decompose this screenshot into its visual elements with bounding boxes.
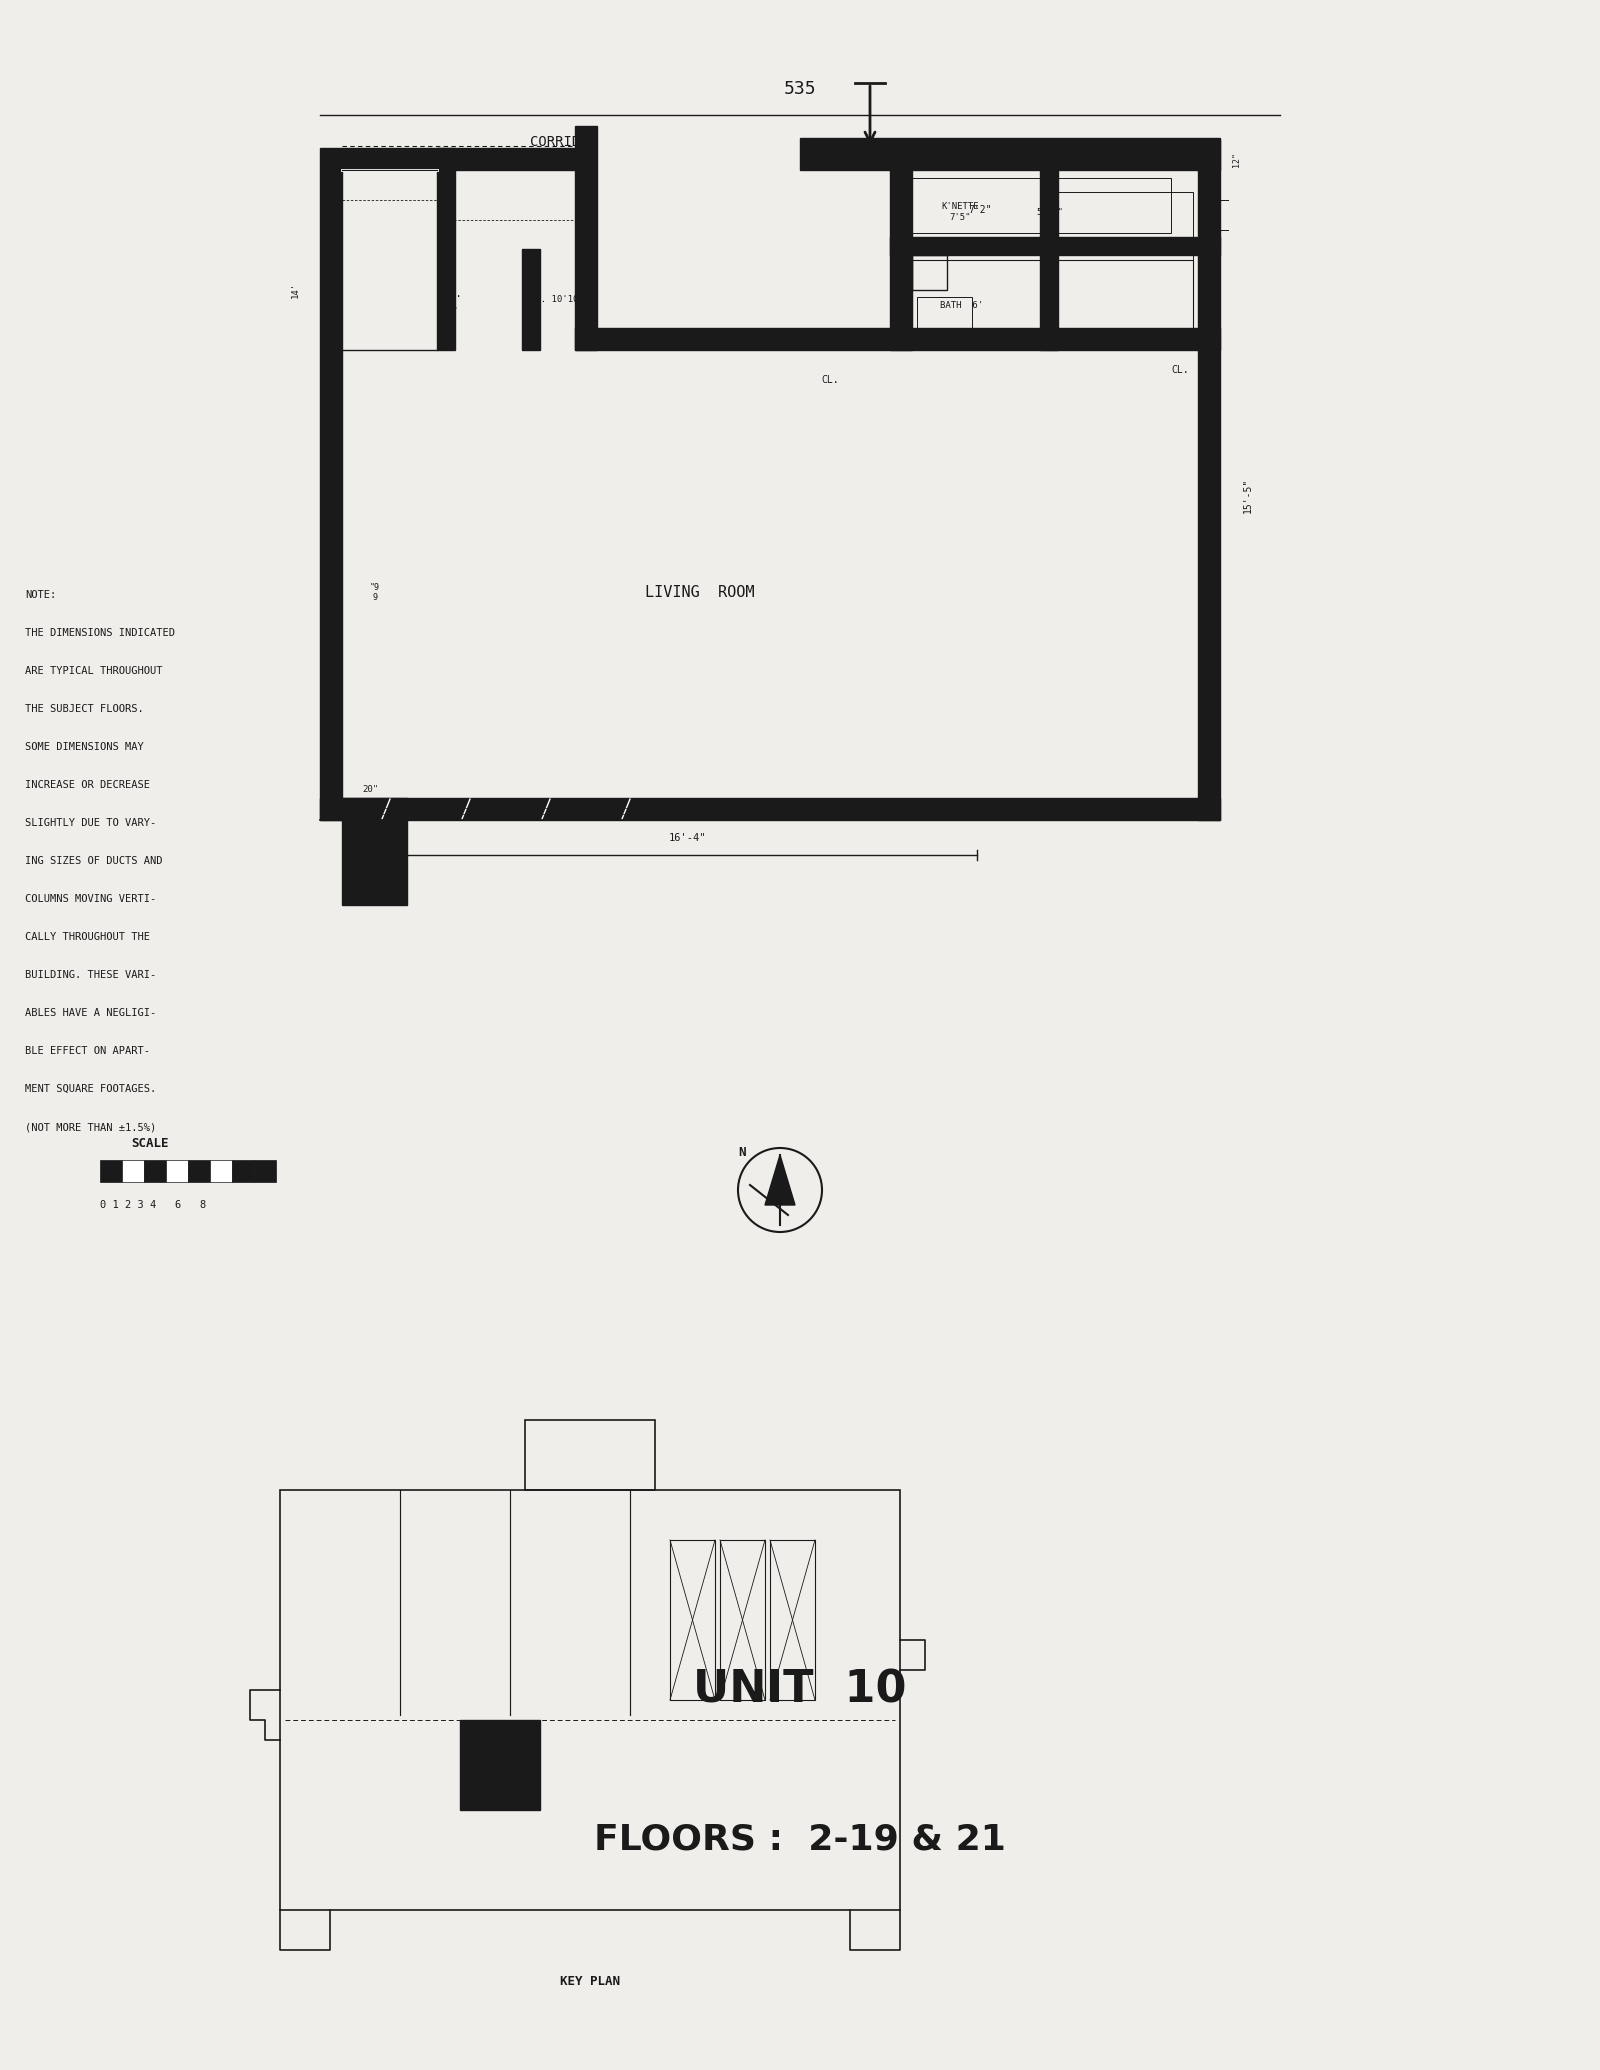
Text: CORRIDOR: CORRIDOR bbox=[530, 135, 597, 149]
Text: 16'-4": 16'-4" bbox=[669, 832, 706, 842]
Text: UNIT  10: UNIT 10 bbox=[693, 1668, 907, 1712]
Bar bbox=[122, 1159, 144, 1182]
Bar bbox=[144, 1159, 166, 1182]
Text: N: N bbox=[738, 1145, 746, 1159]
Text: BATH  6': BATH 6' bbox=[941, 300, 982, 310]
Text: 7'2": 7'2" bbox=[968, 205, 992, 215]
Text: (NOT MORE THAN ±1.5%): (NOT MORE THAN ±1.5%) bbox=[26, 1122, 157, 1132]
Text: 12": 12" bbox=[1232, 153, 1242, 168]
Bar bbox=[342, 799, 406, 905]
Text: CALLY THROUGHOUT THE: CALLY THROUGHOUT THE bbox=[26, 932, 150, 942]
Bar bbox=[917, 296, 973, 342]
Text: SLIGHTLY DUE TO VARY-: SLIGHTLY DUE TO VARY- bbox=[26, 818, 157, 828]
Bar bbox=[437, 147, 454, 350]
Text: INCREASE OR DECREASE: INCREASE OR DECREASE bbox=[26, 780, 150, 791]
Text: W.I.
CL.: W.I. CL. bbox=[438, 290, 462, 310]
Bar bbox=[280, 1490, 899, 1911]
Bar bbox=[720, 1540, 765, 1699]
Bar bbox=[166, 1159, 189, 1182]
Bar bbox=[1198, 141, 1219, 820]
Bar bbox=[320, 799, 1221, 820]
Polygon shape bbox=[765, 1155, 795, 1205]
Bar bbox=[232, 1159, 254, 1182]
Text: THE SUBJECT FLOORS.: THE SUBJECT FLOORS. bbox=[26, 704, 144, 714]
Bar bbox=[770, 1540, 814, 1699]
Bar bbox=[670, 1540, 715, 1699]
Bar bbox=[800, 139, 1221, 170]
Bar bbox=[574, 327, 1221, 350]
Text: SCALE: SCALE bbox=[131, 1136, 168, 1151]
Bar bbox=[461, 1720, 539, 1809]
Bar bbox=[320, 147, 592, 170]
Bar bbox=[99, 1159, 122, 1182]
Text: 535: 535 bbox=[784, 81, 816, 97]
Text: FLOORS :  2-19 & 21: FLOORS : 2-19 & 21 bbox=[594, 1824, 1006, 1857]
Bar bbox=[210, 1159, 232, 1182]
Bar bbox=[189, 1159, 210, 1182]
Text: SOME DIMENSIONS MAY: SOME DIMENSIONS MAY bbox=[26, 741, 144, 751]
Text: CL. 10'10": CL. 10'10" bbox=[530, 296, 584, 304]
Text: 20": 20" bbox=[362, 785, 378, 795]
Text: MENT SQUARE FOOTAGES.: MENT SQUARE FOOTAGES. bbox=[26, 1085, 157, 1095]
Text: 0 1 2 3 4   6   8: 0 1 2 3 4 6 8 bbox=[99, 1201, 206, 1211]
Text: KEY PLAN: KEY PLAN bbox=[560, 1975, 621, 1987]
Text: CL.: CL. bbox=[821, 375, 838, 385]
Text: 3'-4": 3'-4" bbox=[354, 865, 371, 894]
Bar bbox=[912, 178, 1171, 234]
Text: COLUMNS MOVING VERTI-: COLUMNS MOVING VERTI- bbox=[26, 894, 157, 905]
Text: ABLES HAVE A NEGLIGI-: ABLES HAVE A NEGLIGI- bbox=[26, 1008, 157, 1018]
Text: NOTE:: NOTE: bbox=[26, 590, 56, 600]
Bar bbox=[574, 126, 597, 350]
Bar bbox=[912, 255, 947, 290]
Text: ING SIZES OF DUCTS AND: ING SIZES OF DUCTS AND bbox=[26, 857, 163, 865]
Bar bbox=[1058, 193, 1194, 327]
Text: BLE EFFECT ON APART-: BLE EFFECT ON APART- bbox=[26, 1045, 150, 1056]
Bar bbox=[320, 170, 342, 820]
Bar bbox=[912, 261, 1194, 346]
Bar bbox=[890, 238, 1221, 255]
Bar bbox=[525, 1420, 654, 1490]
Bar bbox=[1040, 147, 1058, 350]
Bar bbox=[254, 1159, 277, 1182]
Bar bbox=[890, 147, 912, 350]
Text: BUILDING. THESE VARI-: BUILDING. THESE VARI- bbox=[26, 971, 157, 979]
Text: 5'-9": 5'-9" bbox=[1037, 207, 1064, 217]
Bar bbox=[522, 248, 539, 350]
Text: ARE TYPICAL THROUGHOUT: ARE TYPICAL THROUGHOUT bbox=[26, 667, 163, 677]
Text: 15'-5": 15'-5" bbox=[1243, 478, 1253, 513]
Text: LIVING  ROOM: LIVING ROOM bbox=[645, 586, 755, 600]
Text: THE DIMENSIONS INDICATED: THE DIMENSIONS INDICATED bbox=[26, 627, 174, 638]
Text: K'NETTE
7'5": K'NETTE 7'5" bbox=[941, 203, 979, 221]
Text: CL.: CL. bbox=[1171, 364, 1189, 375]
Text: 14': 14' bbox=[291, 282, 301, 298]
Text: "9
9: "9 9 bbox=[370, 584, 381, 602]
